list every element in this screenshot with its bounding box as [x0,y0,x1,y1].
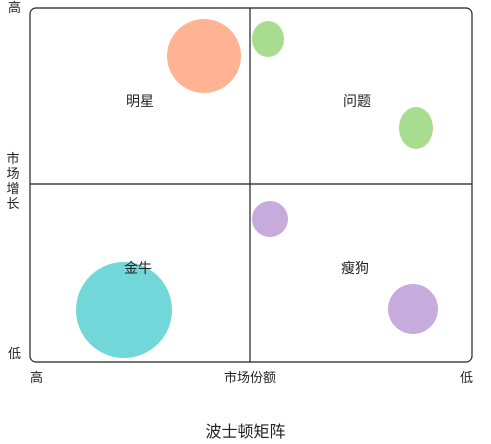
y-axis-low-label: 低 [8,347,22,362]
bubble-group [76,19,438,358]
diagram-title: 波士顿矩阵 [205,422,286,441]
cash-cow-bubble [76,262,172,358]
quadrant-label-dog: 瘦狗 [341,261,369,277]
dog-bubble-small [252,201,288,237]
dog-bubble-large [388,284,438,334]
matrix-frame [29,7,473,363]
question-bubble-small [252,21,284,57]
quadrant-label-question: 问题 [343,94,371,110]
y-axis-label: 市场增长 [6,152,20,212]
quadrant-label-star: 明星 [126,94,154,110]
quadrant-label-cash-cow: 金牛 [124,261,152,277]
x-axis-high-label: 高 [30,371,44,386]
x-axis-low-label: 低 [460,371,474,386]
star-bubble [167,19,241,93]
y-axis-high-label: 高 [8,1,22,16]
question-bubble-large [399,107,433,149]
x-axis-label: 市场份额 [224,371,277,386]
